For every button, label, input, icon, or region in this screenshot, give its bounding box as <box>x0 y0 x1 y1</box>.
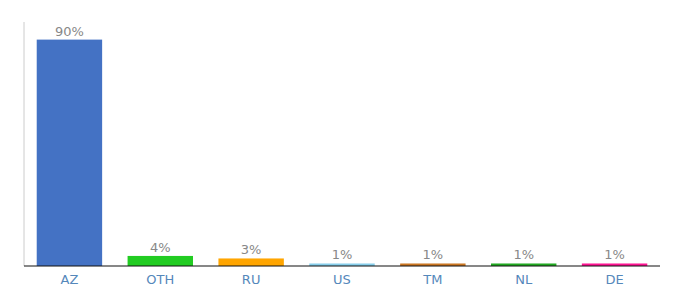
x-tick-label: RU <box>242 272 261 287</box>
y-axis-line <box>24 22 25 266</box>
x-axis-line <box>24 265 660 266</box>
bars <box>37 40 648 266</box>
bar <box>37 40 102 266</box>
x-tick-label: OTH <box>146 272 174 287</box>
data-label: 1% <box>332 247 353 262</box>
data-label: 1% <box>604 247 625 262</box>
chart: AZ OTH RU US TM NL DE 90% 4% 3% 1% 1% 1% 1% <box>0 0 680 300</box>
x-tick-label: AZ <box>61 272 79 287</box>
data-label: 90% <box>55 24 84 39</box>
chart-container: AZ OTH RU US TM NL DE 90% 4% 3% 1% 1% 1% 1% <box>0 0 680 300</box>
data-label: 4% <box>150 240 171 255</box>
bar <box>218 258 283 266</box>
bar <box>128 256 193 266</box>
x-tick-label: TM <box>422 272 442 287</box>
data-label: 3% <box>241 242 262 257</box>
x-tick-label: US <box>333 272 351 287</box>
data-label: 1% <box>423 247 444 262</box>
x-tick-label: DE <box>605 272 623 287</box>
data-label: 1% <box>513 247 534 262</box>
x-tick-label: NL <box>515 272 533 287</box>
